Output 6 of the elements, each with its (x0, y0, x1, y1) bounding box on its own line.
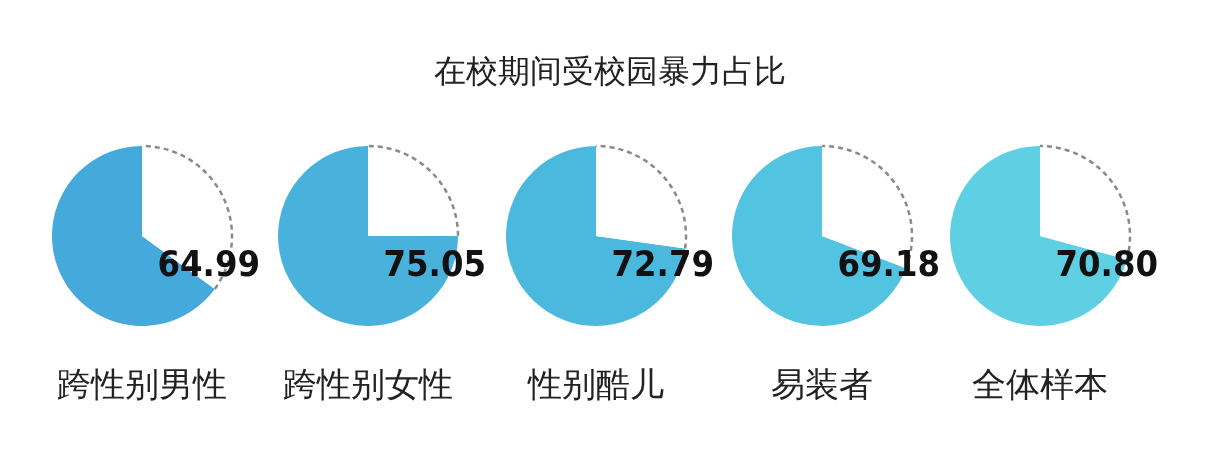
text: 在校期间受校园暴力占比 (434, 52, 786, 90)
text: 易装者 (771, 364, 873, 404)
text: 全体样本 (972, 364, 1108, 404)
text: 跨性别女性 (283, 364, 453, 404)
text: 跨性别男性 (57, 364, 227, 404)
text: 性别酷儿 (527, 364, 664, 404)
